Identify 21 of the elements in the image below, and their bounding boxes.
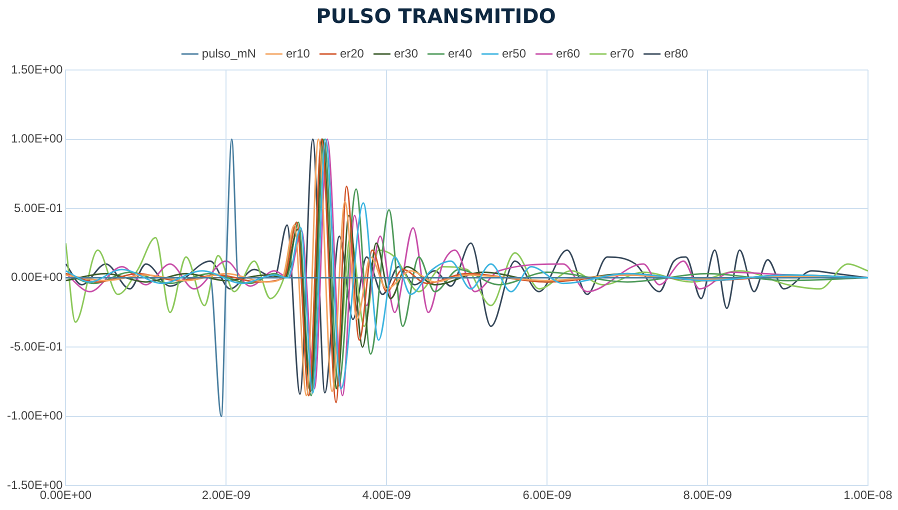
y-tick-label: -1.00E+00 [6, 408, 64, 423]
y-tick-label: 5.00E-01 [14, 200, 64, 215]
y-tick-label: 1.00E+00 [10, 132, 64, 146]
x-tick-label: 4.00E-09 [362, 488, 412, 502]
legend-label: er40 [448, 46, 472, 60]
y-tick-label: 1.50E+00 [10, 62, 64, 76]
legend-label: pulso_mN [202, 46, 256, 60]
y-tick-label: -5.00E-01 [10, 339, 64, 354]
legend-label: er20 [340, 46, 364, 60]
x-tick-label: 1.00E-08 [844, 488, 893, 502]
legend-label: er10 [286, 46, 310, 60]
legend-label: er30 [394, 46, 418, 60]
x-tick-label: 6.00E-09 [522, 488, 572, 502]
legend-label: er70 [610, 46, 634, 60]
chart-title: PULSO TRANSMITIDO [316, 4, 556, 28]
x-tick-label: 2.00E-09 [202, 488, 251, 502]
legend-label: er50 [502, 46, 526, 60]
x-tick-label: 8.00E-09 [683, 488, 732, 502]
legend-label: er60 [556, 46, 580, 60]
y-tick-label: 0.00E+00 [10, 270, 64, 284]
legend-label: er80 [664, 46, 688, 60]
